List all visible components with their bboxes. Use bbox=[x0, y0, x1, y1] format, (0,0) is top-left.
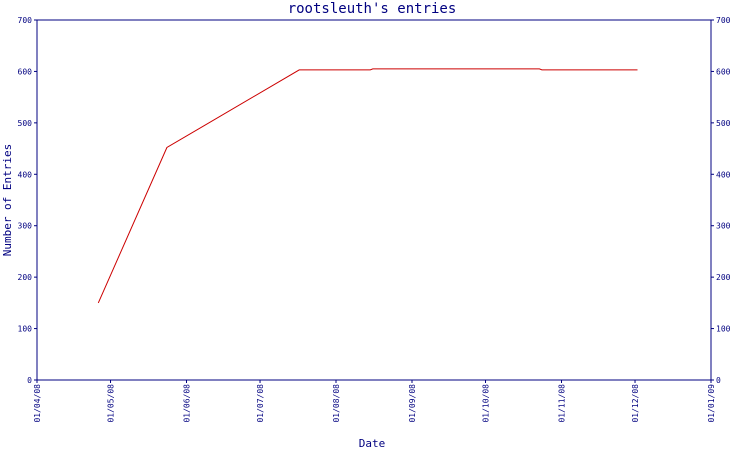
y-axis-left: 0 100 200 300 400 500 600 700 bbox=[18, 16, 37, 385]
y-axis-title: Number of Entries bbox=[1, 144, 14, 257]
x-tick-label: 01/11/08 bbox=[557, 384, 566, 423]
y-tick-label-right: 700 bbox=[716, 16, 731, 25]
y-tick-label-right: 400 bbox=[716, 170, 731, 179]
y-tick-label: 500 bbox=[18, 119, 33, 128]
y-tick-label: 200 bbox=[18, 273, 33, 282]
y-tick-label-right: 500 bbox=[716, 119, 731, 128]
series-line bbox=[97, 68, 638, 304]
y-axis-right: 0 100 200 300 400 500 600 700 bbox=[711, 16, 731, 385]
x-tick-label: 01/05/08 bbox=[107, 384, 116, 423]
series-layer bbox=[97, 68, 638, 304]
y-tick-label: 400 bbox=[18, 170, 33, 179]
x-tick-label: 01/09/08 bbox=[408, 384, 417, 423]
x-tick-label: 01/01/09 bbox=[707, 384, 716, 423]
y-tick-label: 300 bbox=[18, 222, 33, 231]
y-tick-label-right: 300 bbox=[716, 222, 731, 231]
x-tick-label: 01/06/08 bbox=[183, 384, 192, 423]
y-tick-label: 100 bbox=[18, 325, 33, 334]
y-tick-label: 700 bbox=[18, 16, 33, 25]
chart-title: rootsleuth's entries bbox=[288, 1, 457, 17]
y-tick-label-right: 600 bbox=[716, 67, 731, 76]
y-tick-label-right: 100 bbox=[716, 325, 731, 334]
y-tick-label: 600 bbox=[18, 67, 33, 76]
y-tick-label-right: 0 bbox=[716, 376, 721, 385]
y-tick-label-right: 200 bbox=[716, 273, 731, 282]
x-tick-label: 01/07/08 bbox=[256, 384, 265, 423]
x-tick-label: 01/04/08 bbox=[33, 384, 42, 423]
x-tick-label: 01/10/08 bbox=[482, 384, 491, 423]
x-axis: 01/04/08 01/05/08 01/06/08 01/07/08 01/08/08… bbox=[33, 380, 716, 423]
x-axis-title: Date bbox=[359, 437, 386, 450]
plot-area-frame bbox=[36, 19, 712, 381]
y-tick-label: 0 bbox=[27, 376, 32, 385]
x-tick-label: 01/08/08 bbox=[332, 384, 341, 423]
x-tick-label: 01/12/08 bbox=[631, 384, 640, 423]
